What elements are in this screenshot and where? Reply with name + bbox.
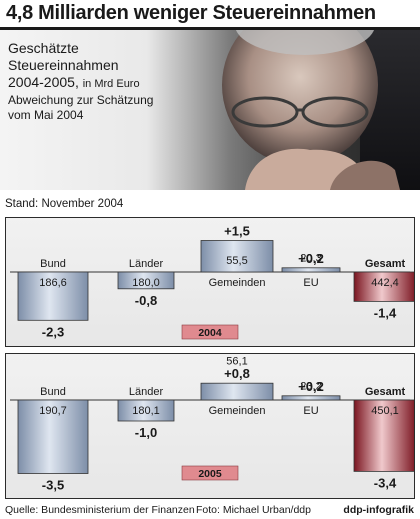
deviation-label-1: -0,8 [135, 293, 157, 308]
bar-2 [200, 382, 274, 401]
bar-2 [200, 240, 274, 273]
headline: 4,8 Milliarden weniger Steuereinnahmen [6, 2, 376, 24]
bar-4 [353, 271, 414, 302]
estimate-label-2: 56,1 [226, 355, 247, 367]
bar-3 [281, 267, 341, 273]
estimate-label-1: 180,0 [132, 277, 160, 289]
chart-panel-2004: Bund 186,6 -2,3 Länder 180,0 -0,8 +1,5 55,5 Geme… [5, 217, 415, 347]
bar-0 [17, 271, 89, 321]
footer: Quelle: Bundesministerium der Finanzen F… [0, 502, 420, 519]
category-label-4: Gesamt [365, 258, 406, 270]
subtitle-line5: vom Mai 2004 [8, 108, 84, 122]
category-label-4: Gesamt [365, 386, 406, 398]
subtitle-line3: 2004-2005, [8, 74, 79, 90]
deviation-label-2: +1,5 [224, 224, 250, 239]
category-label-0: Bund [40, 258, 66, 270]
header-photo-area: Geschätzte Steuereinnahmen 2004-2005, in… [0, 30, 420, 190]
deviation-label-4: -3,4 [374, 475, 397, 490]
category-label-2: Gemeinden [209, 405, 266, 417]
category-label-3: EU [303, 405, 318, 417]
category-label-1: Länder [129, 386, 164, 398]
subtitle-line2: Steuereinnahmen [8, 57, 119, 73]
bar-1 [117, 271, 175, 290]
estimate-label-3: 20,3 [300, 253, 321, 265]
category-label-3: EU [303, 277, 318, 289]
estimate-label-4: 450,1 [371, 405, 399, 417]
year-label: 2005 [198, 468, 222, 480]
photo-illustration [222, 30, 420, 190]
year-label: 2004 [198, 327, 222, 339]
deviation-label-3: +0,2 [298, 379, 324, 394]
category-label-0: Bund [40, 386, 66, 398]
estimate-label-4: 442,4 [371, 277, 399, 289]
footer-photo-credit: Foto: Michael Urban/ddp [196, 504, 311, 516]
footer-source: Quelle: Bundesministerium der Finanzen [5, 504, 195, 516]
stand-date: Stand: November 2004 [5, 198, 124, 210]
category-label-2: Gemeinden [209, 277, 266, 289]
subtitle-unit: in Mrd Euro [82, 78, 140, 90]
chart-subtitle: Geschätzte Steuereinnahmen 2004-2005, in… [8, 40, 218, 123]
bar-0 [17, 399, 89, 474]
deviation-label-0: -2,3 [42, 324, 64, 339]
footer-brand: ddp-infografik [343, 504, 414, 516]
headline-bar: 4,8 Milliarden weniger Steuereinnahmen [0, 0, 420, 30]
deviation-label-4: -1,4 [374, 305, 397, 320]
bar-4 [353, 399, 414, 472]
estimate-label-0: 186,6 [39, 277, 67, 289]
deviation-label-1: -1,0 [135, 425, 157, 440]
estimate-label-1: 180,1 [132, 405, 160, 417]
deviation-label-0: -3,5 [42, 478, 64, 493]
estimate-label-2: 55,5 [226, 255, 247, 267]
bar-3 [281, 395, 341, 401]
deviation-label-2: +0,8 [224, 366, 250, 381]
year-badge [181, 465, 239, 481]
subtitle-line4: Abweichung zur Schätzung [8, 93, 154, 107]
estimate-label-0: 190,7 [39, 405, 67, 417]
category-label-1: Länder [129, 258, 164, 270]
bar-1 [117, 399, 175, 422]
estimate-label-3: 23,2 [300, 381, 321, 393]
chart-2004: Bund 186,6 -2,3 Länder 180,0 -0,8 +1,5 55,5 Geme… [10, 224, 414, 340]
chart-2005: Bund 190,7 -3,5 Länder 180,1 -1,0 +0,856,1 Geme… [10, 355, 414, 493]
chart-panel-2005: Bund 190,7 -3,5 Länder 180,1 -1,0 +0,8 56,1 Geme… [5, 353, 415, 499]
year-badge [181, 324, 239, 340]
deviation-label-3: +0,2 [298, 251, 324, 266]
subtitle-line1: Geschätzte [8, 40, 79, 56]
